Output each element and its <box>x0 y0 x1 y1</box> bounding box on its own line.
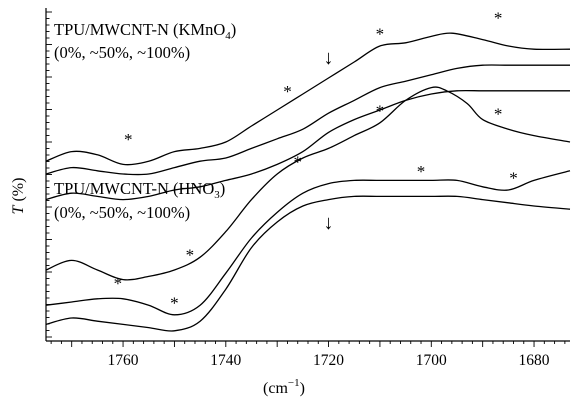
peak-asterisk: * <box>124 130 133 149</box>
spectrum-line-hno3-1 <box>45 86 571 281</box>
arrow-hno3: ↓ <box>324 212 334 234</box>
series-layer <box>45 32 571 332</box>
x-tick-label: 1760 <box>108 352 139 369</box>
x-axis-label: (cm−1) <box>263 377 305 397</box>
spectrum-line-kmno4-3 <box>45 89 570 201</box>
peak-asterisk: * <box>417 162 426 181</box>
annotation-hno3-subtitle: (0%, ~50%, ~100%) <box>54 203 190 222</box>
arrow-kmno4: ↓ <box>324 47 334 69</box>
annotation-hno3: TPU/MWCNT-N (HNO3) (0%, ~50%, ~100%) <box>54 179 225 222</box>
peak-asterisk: * <box>186 245 195 264</box>
annotation-hno3-title: TPU/MWCNT-N (HNO3) <box>54 179 225 201</box>
x-tick-label: 1720 <box>313 352 344 369</box>
peak-asterisk: * <box>494 9 503 28</box>
peak-asterisk: * <box>283 82 292 101</box>
spectrum-line-kmno4-1 <box>45 32 571 166</box>
peak-asterisk: * <box>509 169 518 188</box>
y-axis-minor-ticks <box>46 11 52 338</box>
peak-asterisk: * <box>376 101 385 120</box>
peak-asterisk: * <box>494 105 503 124</box>
annotation-kmno4: TPU/MWCNT-N (KMnO4) (0%, ~50%, ~100%) <box>54 20 236 62</box>
x-tick-label: 1700 <box>416 352 447 369</box>
spectrum-line-hno3-3 <box>45 195 571 332</box>
peak-asterisk: * <box>293 153 302 172</box>
peak-asterisk: * <box>376 25 385 44</box>
marker-layer: * * * * * * * * * * * * ↓ ↓ <box>114 9 518 313</box>
x-axis-ticks: 1760 1740 1720 1700 1680 <box>50 341 566 369</box>
x-tick-label: 1740 <box>210 352 241 369</box>
spectrum-line-hno3-2 <box>45 170 571 316</box>
annotation-kmno4-subtitle: (0%, ~50%, ~100%) <box>54 43 190 62</box>
peak-asterisk: * <box>114 274 123 293</box>
y-axis-label: T (%) <box>10 178 27 215</box>
x-tick-label: 1680 <box>519 352 550 369</box>
spectrum-line-kmno4-2 <box>45 64 570 176</box>
peak-asterisk: * <box>170 293 179 312</box>
annotation-kmno4-title: TPU/MWCNT-N (KMnO4) <box>54 20 236 42</box>
